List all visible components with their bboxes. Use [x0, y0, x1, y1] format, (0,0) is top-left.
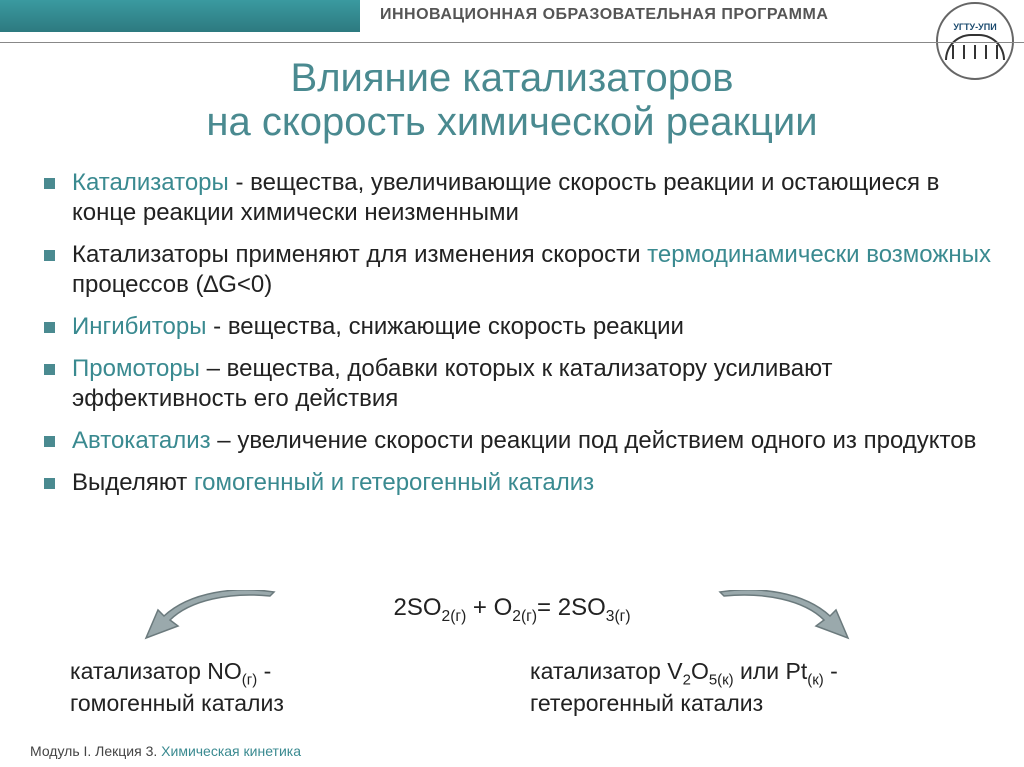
arrow-left-icon	[140, 590, 280, 646]
title-line-1: Влияние катализаторов	[291, 56, 734, 100]
catalyst-heterogeneous: катализатор V2O5(к) или Pt(к) - гетероге…	[530, 658, 838, 717]
slide-title: Влияние катализаторов на скорость химиче…	[0, 56, 1024, 144]
list-item: Автокатализ – увеличение скорости реакци…	[44, 426, 994, 456]
text: катализатор NO	[70, 658, 242, 684]
sub: 5(к)	[709, 672, 734, 689]
bullet-list: Катализаторы - вещества, увеличивающие с…	[44, 168, 994, 510]
header-stripe	[0, 0, 360, 32]
term: Промоторы	[72, 355, 200, 382]
text: – увеличение скорости реакции под действ…	[211, 427, 977, 454]
list-item: Катализаторы применяют для изменения ско…	[44, 240, 994, 300]
term: гомогенный и гетерогенный катализ	[194, 469, 594, 496]
text: или Pt	[734, 658, 808, 684]
program-label: ИННОВАЦИОННАЯ ОБРАЗОВАТЕЛЬНАЯ ПРОГРАММА	[380, 6, 828, 24]
term: Автокатализ	[72, 427, 211, 454]
eq-part: = 2SO	[537, 594, 606, 621]
arrow-right-icon	[714, 590, 854, 646]
list-item: Ингибиторы - вещества, снижающие скорост…	[44, 312, 994, 342]
eq-sub: 2(г)	[442, 608, 467, 625]
sub: (г)	[242, 672, 257, 689]
list-item: Катализаторы - вещества, увеличивающие с…	[44, 168, 994, 228]
term: Ингибиторы	[72, 313, 206, 340]
term: Катализаторы	[72, 169, 229, 196]
text: гетерогенный катализ	[530, 690, 763, 716]
eq-part: 2SO	[393, 594, 441, 621]
catalyst-homogeneous: катализатор NO(г) - гомогенный катализ	[70, 658, 284, 717]
text: O	[691, 658, 709, 684]
text: -	[824, 658, 838, 684]
footer: Модуль I. Лекция 3. Химическая кинетика	[30, 743, 301, 759]
term: термодинамически возможных	[647, 241, 991, 268]
text: Выделяют	[72, 469, 194, 496]
title-line-2: на скорость химической реакции	[206, 100, 817, 144]
text: гомогенный катализ	[70, 690, 284, 716]
eq-sub: 2(г)	[512, 608, 537, 625]
text: Катализаторы применяют для изменения ско…	[72, 241, 647, 268]
list-item: Промоторы – вещества, добавки которых к …	[44, 354, 994, 414]
list-item: Выделяют гомогенный и гетерогенный катал…	[44, 468, 994, 498]
text: процессов (∆G<0)	[72, 271, 272, 298]
eq-part: + O	[466, 594, 512, 621]
text: - вещества, снижающие скорость реакции	[206, 313, 683, 340]
logo-text: УГТУ-УПИ	[953, 22, 996, 32]
header-divider	[0, 42, 1024, 43]
text: -	[257, 658, 271, 684]
sub: 2	[683, 672, 691, 689]
eq-sub: 3(г)	[606, 608, 631, 625]
sub: (к)	[807, 672, 823, 689]
text: катализатор V	[530, 658, 683, 684]
footer-module: Модуль I. Лекция 3.	[30, 743, 161, 759]
footer-topic: Химическая кинетика	[161, 743, 301, 759]
